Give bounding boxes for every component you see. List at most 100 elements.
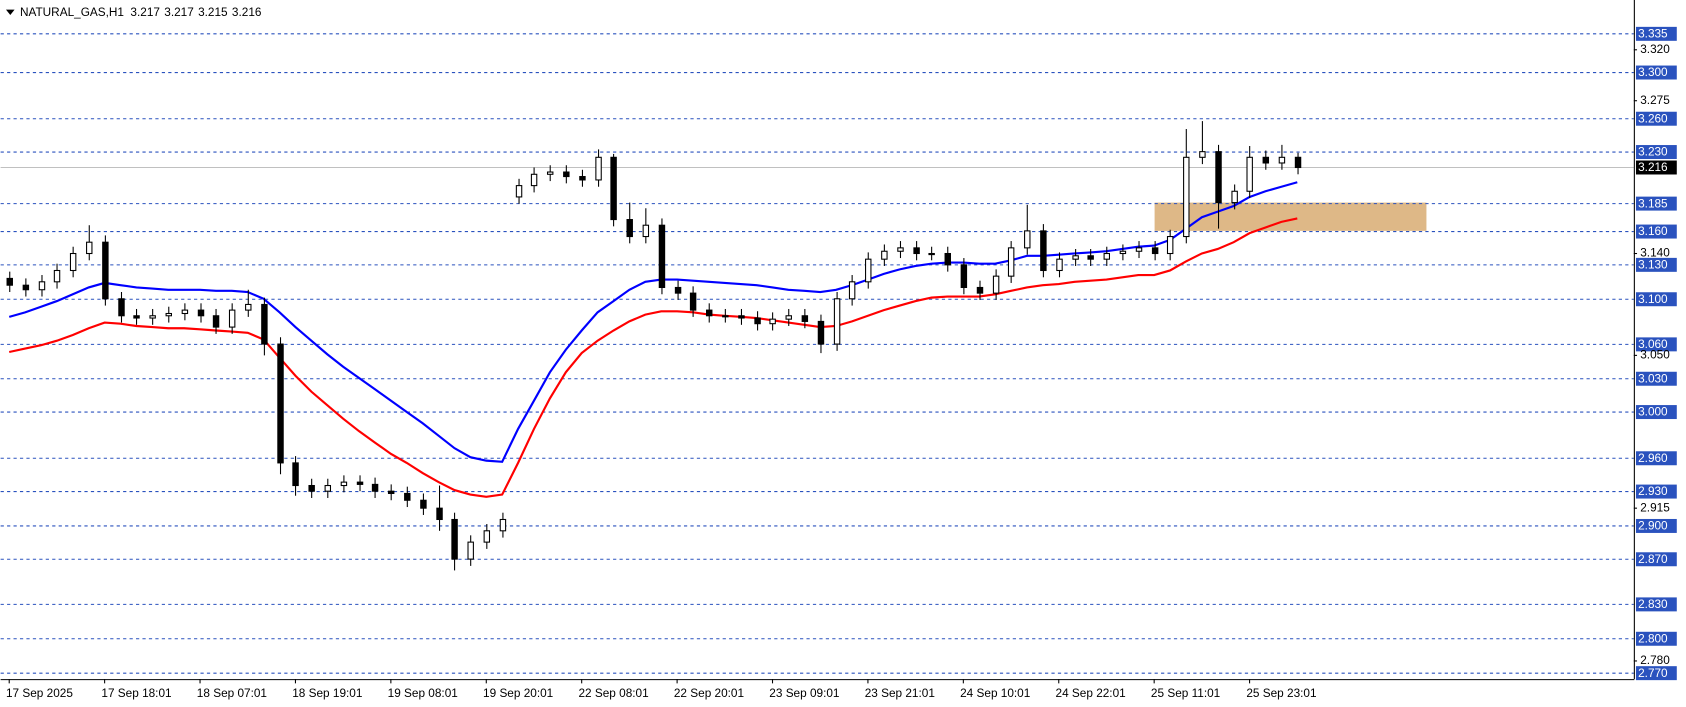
candle-body	[944, 252, 951, 266]
level-label: 2.830	[1638, 597, 1668, 611]
candle-body	[1246, 156, 1253, 192]
candle-body	[626, 219, 633, 238]
x-tick-label: 24 Sep 22:01	[1056, 686, 1126, 700]
y-tick-label: 3.320	[1640, 42, 1670, 56]
axis-layer: 3.335 3.300 3.260 3.230 3.185 3.160 3.130 3.100…	[6, 26, 1677, 700]
candle-body	[913, 247, 920, 255]
levels-layer	[0, 33, 1634, 674]
candle-body	[833, 298, 841, 345]
candle-body	[340, 481, 348, 487]
level-label: 3.100	[1638, 292, 1668, 306]
candle-body	[197, 309, 205, 317]
x-tick-label: 25 Sep 11:01	[1151, 686, 1220, 700]
candle-body	[1278, 156, 1286, 164]
candle-body	[420, 499, 427, 509]
candle-body	[1007, 247, 1015, 277]
candle-body	[1119, 250, 1127, 255]
candle-body	[769, 318, 776, 325]
level-label-box	[1635, 196, 1677, 211]
level-label-box	[1635, 292, 1677, 307]
candle-body	[897, 247, 904, 252]
ma-line	[8, 181, 1298, 463]
candle-body	[1040, 230, 1047, 272]
candle-body	[404, 492, 411, 501]
level-label-box	[1635, 484, 1677, 499]
menu-arrow[interactable]	[5, 9, 15, 16]
candle-body	[1056, 258, 1063, 272]
x-tick-label: 23 Sep 21:01	[865, 686, 935, 700]
x-tick-label: 18 Sep 07:01	[197, 686, 267, 700]
candle-body	[212, 315, 220, 328]
candle-body	[149, 315, 156, 319]
candle-body	[308, 484, 315, 492]
chart-title: NATURAL_GAS,H1	[20, 5, 124, 19]
level-label: 2.960	[1638, 451, 1668, 465]
x-tick-label: 18 Sep 19:01	[292, 686, 362, 700]
candle-body	[785, 315, 792, 320]
level-label: 2.900	[1638, 519, 1668, 533]
candle-body	[928, 252, 935, 256]
candle-body	[1103, 252, 1111, 260]
plot-layer	[6, 121, 1302, 571]
level-label-box	[1635, 371, 1677, 386]
level-label-box	[1635, 224, 1677, 239]
level-label: 3.260	[1638, 111, 1668, 125]
candle-body	[451, 518, 458, 560]
candle-body	[483, 530, 491, 543]
level-label: 2.770	[1638, 666, 1668, 680]
level-label: 3.030	[1638, 371, 1668, 385]
candle-body	[1215, 151, 1222, 204]
x-tick-label: 17 Sep 2025	[6, 686, 73, 700]
candle-body	[722, 315, 729, 318]
y-tick-label: 2.780	[1640, 653, 1670, 667]
candle-body	[992, 275, 1000, 294]
quote-high: 3.217	[164, 5, 194, 19]
candle-body	[6, 277, 13, 286]
level-label: 3.000	[1638, 405, 1668, 419]
last-price-label: 3.216	[1638, 160, 1668, 174]
candle-body	[371, 483, 379, 492]
y-tick-label: 3.275	[1640, 93, 1670, 107]
chart-header: NATURAL_GAS,H1 3.217 3.217 3.215 3.216	[20, 5, 262, 19]
level-label-box	[1635, 257, 1677, 272]
level-label: 3.300	[1638, 65, 1668, 79]
quote-open: 3.217	[130, 5, 160, 19]
candle-body	[515, 185, 523, 198]
candle-body	[261, 303, 268, 345]
candle-body	[22, 284, 30, 291]
candle-body	[563, 171, 570, 178]
level-label-box	[1635, 597, 1677, 612]
level-label-box	[1635, 26, 1677, 41]
candle-body	[976, 286, 984, 294]
candle-body	[960, 264, 968, 289]
candle-body	[1199, 151, 1206, 158]
candle-body	[245, 303, 252, 311]
candle-body	[53, 269, 61, 283]
candle-body	[102, 241, 109, 300]
candle-body	[228, 309, 236, 328]
candle-body	[801, 315, 809, 322]
candle-body	[165, 312, 172, 317]
level-label-box	[1635, 666, 1677, 681]
x-tick-label: 19 Sep 08:01	[388, 686, 458, 700]
candle-body	[706, 309, 713, 317]
candle-body	[546, 171, 554, 175]
x-tick-label: 19 Sep 20:01	[483, 686, 553, 700]
candle-body	[642, 224, 650, 238]
level-label: 3.130	[1638, 258, 1668, 272]
candle-body	[1262, 156, 1270, 164]
candle-body	[658, 224, 666, 289]
candle-body	[754, 317, 761, 325]
level-label-box	[1635, 405, 1677, 420]
candle-body	[738, 315, 745, 319]
candle-body	[848, 281, 856, 300]
level-label-box	[1635, 631, 1677, 646]
candle-body	[292, 462, 299, 487]
candle-body	[674, 286, 682, 294]
x-tick-label: 17 Sep 18:01	[101, 686, 171, 700]
level-label: 3.160	[1638, 224, 1668, 238]
level-label: 3.335	[1638, 27, 1668, 41]
candle-body	[817, 320, 825, 345]
